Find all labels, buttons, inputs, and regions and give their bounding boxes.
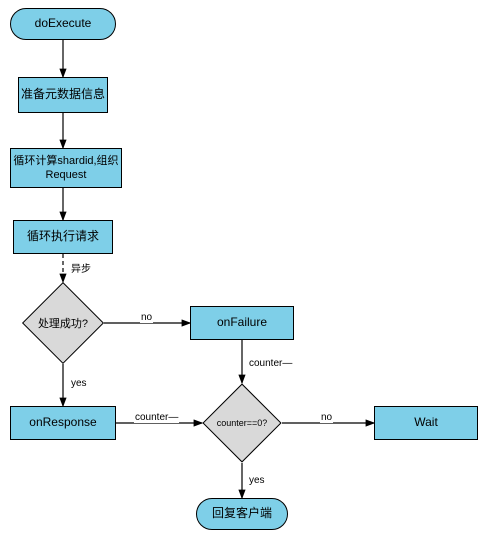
node-end: 回复客户端 (196, 498, 288, 530)
node-dec-counter-label: counter==0? (217, 418, 268, 428)
node-loopcalc: 循环计算shardid,组织 Request (10, 148, 122, 188)
node-onfailure-label: onFailure (217, 315, 267, 331)
node-dec-counter: counter==0? (214, 395, 270, 451)
edge-label-decCounter-end: yes (248, 475, 266, 486)
node-end-label: 回复客户端 (212, 506, 272, 522)
edge-label-decSuccess-onResponse: yes (70, 378, 88, 389)
node-onfailure: onFailure (190, 306, 294, 340)
node-start-label: doExecute (35, 16, 92, 32)
node-dec-success: 处理成功? (34, 294, 92, 352)
node-loopexec: 循环执行请求 (13, 220, 113, 254)
node-dec-success-label: 处理成功? (38, 315, 88, 331)
edge-label-decCounter-wait: no (320, 412, 333, 423)
node-wait-label: Wait (414, 415, 438, 431)
edge-label-decSuccess-onFailure: no (140, 312, 153, 323)
node-loopcalc-label: 循环计算shardid,组织 Request (11, 154, 121, 183)
node-onresponse-label: onResponse (29, 415, 96, 431)
node-prep: 准备元数据信息 (18, 77, 108, 113)
node-wait: Wait (374, 406, 478, 440)
node-start: doExecute (10, 8, 116, 40)
edge-label-onFailure-decCounter: counter— (248, 358, 293, 369)
edge-label-onResponse-decCounter: counter— (134, 412, 179, 423)
node-onresponse: onResponse (10, 406, 116, 440)
edge-label-loopExec-decSuccess: 异步 (70, 260, 92, 275)
node-prep-label: 准备元数据信息 (21, 87, 105, 103)
node-loopexec-label: 循环执行请求 (27, 229, 99, 245)
